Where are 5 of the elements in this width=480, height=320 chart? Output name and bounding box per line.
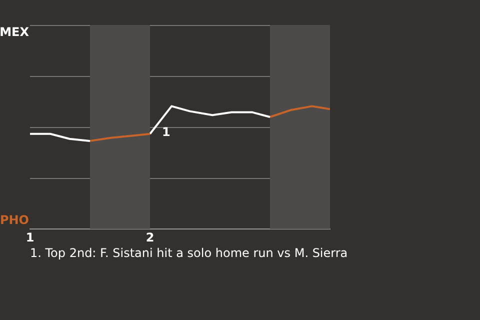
text: 1. Top 2nd: F. Sistani hit a solo home run vs M. Sierra [30, 246, 348, 260]
annotation: 1 [162, 124, 170, 139]
text: MEX [0, 25, 30, 40]
text: PHO [0, 213, 29, 228]
x-tick-label: 2 [146, 230, 154, 244]
